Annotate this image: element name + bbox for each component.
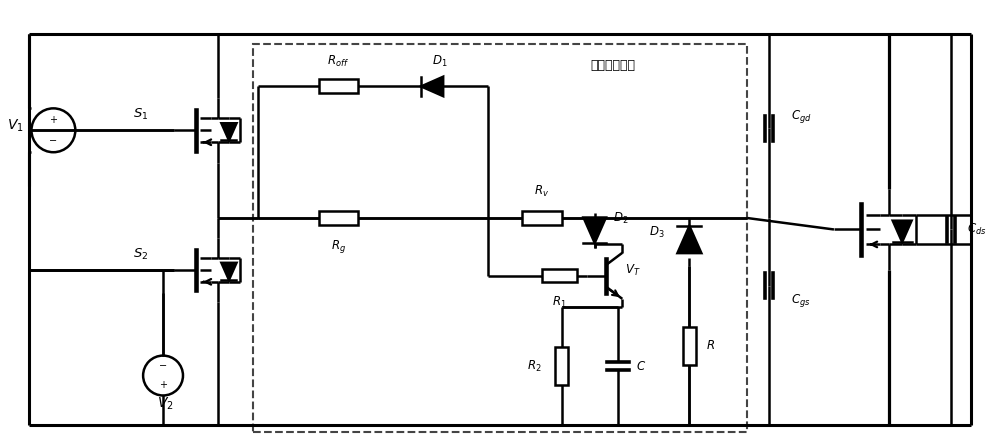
Polygon shape <box>221 263 236 280</box>
Text: $C$: $C$ <box>636 360 646 373</box>
Polygon shape <box>893 221 912 242</box>
Text: $C_{gd}$: $C_{gd}$ <box>791 108 812 125</box>
Polygon shape <box>583 218 606 243</box>
Bar <box>522 211 562 225</box>
Text: $V_T$: $V_T$ <box>625 263 641 278</box>
Text: $R_1$: $R_1$ <box>552 295 567 310</box>
Text: −: − <box>49 136 57 146</box>
Text: $D_3$: $D_3$ <box>649 224 664 240</box>
Text: $V_2$: $V_2$ <box>157 396 173 413</box>
Bar <box>319 79 358 93</box>
Text: 串扰抑制电路: 串扰抑制电路 <box>590 59 635 72</box>
Text: $R_{off}$: $R_{off}$ <box>327 54 350 69</box>
Text: −: − <box>159 361 167 371</box>
Text: +: + <box>159 380 167 390</box>
Text: $V_1$: $V_1$ <box>7 117 24 134</box>
Bar <box>319 211 358 225</box>
Text: +: + <box>49 115 57 125</box>
Text: $C_{gs}$: $C_{gs}$ <box>791 292 811 309</box>
Bar <box>542 269 577 282</box>
Text: $R_2$: $R_2$ <box>527 359 542 374</box>
Polygon shape <box>221 123 236 140</box>
Text: $D_2$: $D_2$ <box>613 211 628 226</box>
Text: $R_g$: $R_g$ <box>331 238 346 255</box>
Text: $C_{ds}$: $C_{ds}$ <box>967 222 986 237</box>
Text: $R_v$: $R_v$ <box>534 184 549 199</box>
Bar <box>683 327 696 365</box>
Bar <box>555 347 568 385</box>
Text: $S_1$: $S_1$ <box>133 107 149 122</box>
Polygon shape <box>421 77 443 96</box>
Text: $R$: $R$ <box>706 339 715 352</box>
Text: $D_1$: $D_1$ <box>432 54 448 69</box>
Polygon shape <box>677 226 701 253</box>
Text: $S_2$: $S_2$ <box>133 247 149 262</box>
Bar <box>253 43 747 432</box>
